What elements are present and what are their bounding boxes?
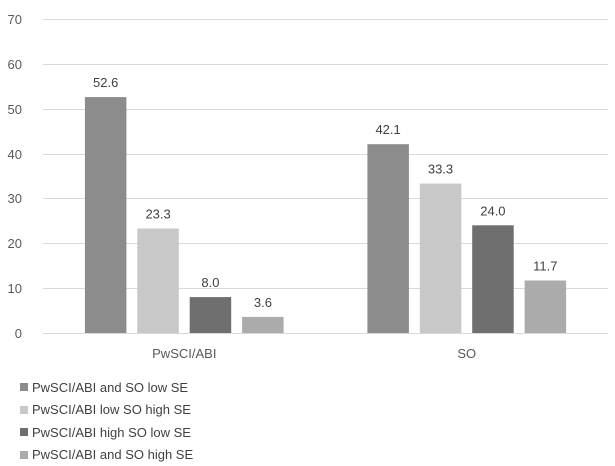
data-label: 24.0 [480, 203, 505, 218]
bar [524, 280, 567, 333]
legend-item: PwSCI/ABI low SO high SE [20, 399, 193, 422]
data-label: 33.3 [428, 162, 453, 177]
y-tick-label: 60 [8, 57, 22, 72]
data-label: 3.6 [254, 295, 272, 310]
legend-label: PwSCI/ABI and SO high SE [32, 447, 194, 463]
bar [137, 228, 179, 333]
legend-item: PwSCI/ABI high SO low SE [20, 421, 193, 444]
legend-label: PwSCI/ABI low SO high SE [32, 402, 191, 418]
chart-legend: PwSCI/ABI and SO low SE PwSCI/ABI low SO … [20, 376, 193, 466]
data-label: 23.3 [145, 207, 170, 222]
y-tick-label: 40 [8, 147, 22, 162]
y-tick-label: 20 [8, 236, 22, 251]
bar-chart-plot: 0 10 20 30 40 50 60 70 52.6 23.3 8.0 3.6 PwSCI/ABI 42… [8, 12, 608, 361]
legend-swatch [20, 383, 28, 392]
legend-label: PwSCI/ABI high SO low SE [32, 424, 191, 440]
legend-item: PwSCI/ABI and SO low SE [20, 376, 193, 399]
legend-swatch [20, 428, 28, 437]
legend-label: PwSCI/ABI and SO low SE [32, 379, 189, 395]
bar [472, 225, 514, 333]
data-label: 11.7 [533, 259, 557, 274]
y-tick-label: 10 [8, 281, 22, 296]
y-tick-label: 0 [15, 326, 22, 341]
x-tick-label: SO [457, 346, 476, 361]
x-tick-label: PwSCI/ABI [152, 346, 216, 361]
bar [242, 316, 284, 333]
bar [419, 183, 462, 333]
legend-item: PwSCI/ABI and SO high SE [20, 444, 193, 466]
legend-swatch [20, 450, 28, 459]
data-label: 52.6 [93, 75, 118, 90]
y-tick-label: 30 [8, 191, 22, 206]
data-label: 8.0 [201, 275, 219, 290]
data-label: 42.1 [375, 122, 400, 137]
legend-swatch [20, 405, 28, 414]
y-tick-label: 70 [8, 12, 22, 27]
bar [367, 144, 409, 333]
y-tick-label: 50 [8, 102, 22, 117]
bar [189, 297, 232, 333]
bar [84, 97, 127, 333]
